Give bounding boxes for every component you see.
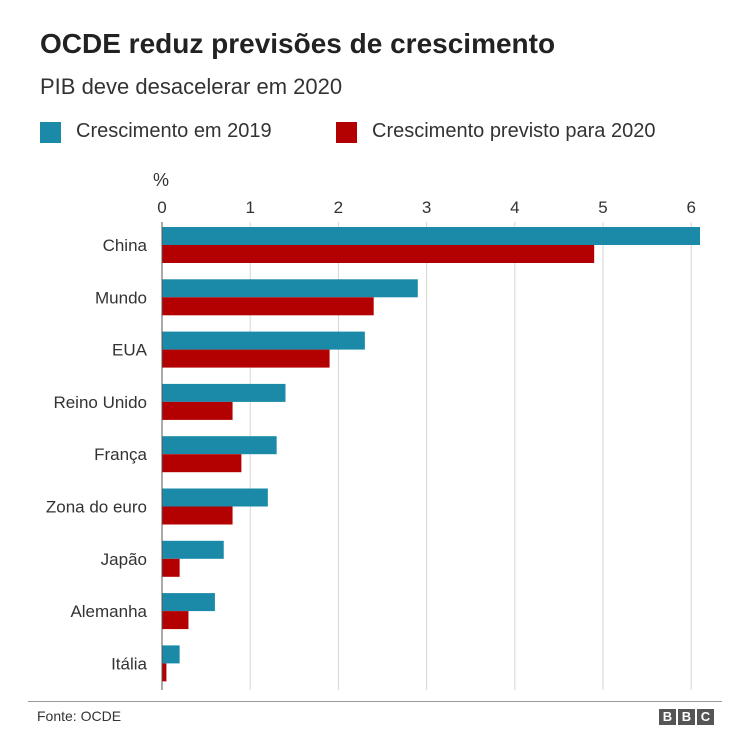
- x-tick-label: 6: [686, 198, 695, 217]
- bar-2019: [162, 540, 224, 559]
- x-tick-label: 4: [510, 198, 519, 217]
- legend-label-2019: Crescimento em 2019: [76, 120, 272, 142]
- chart-subtitle: PIB deve desacelerar em 2020: [40, 74, 343, 99]
- chart-title: OCDE reduz previsões de crescimento: [40, 28, 556, 59]
- logo-letter: B: [659, 709, 676, 725]
- bar-2020: [162, 506, 233, 525]
- category-label: Mundo: [95, 288, 147, 307]
- x-tick-label: 3: [422, 198, 431, 217]
- bar-2020: [162, 245, 595, 263]
- legend-swatch-2020: [336, 122, 357, 143]
- bar-2019: [162, 436, 277, 455]
- legend-label-2020: Crescimento previsto para 2020: [372, 120, 656, 142]
- logo-letter: B: [678, 709, 695, 725]
- category-label: França: [94, 445, 147, 464]
- category-label: EUA: [112, 341, 148, 360]
- category-label: China: [103, 236, 148, 255]
- bar-2020: [162, 349, 330, 368]
- unit-label: %: [153, 170, 169, 190]
- bar-2020: [162, 454, 242, 473]
- bar-2019: [162, 488, 268, 507]
- bar-2019: [162, 645, 180, 664]
- x-tick-label: 5: [598, 198, 607, 217]
- x-tick-label: 2: [334, 198, 343, 217]
- bar-chart: 0 1 2 3 4 5 6% China Mundo EUA Reino Unido França Zo…: [46, 170, 701, 690]
- bar-2020: [162, 297, 374, 316]
- bar-2019: [162, 227, 701, 245]
- bar-2019: [162, 331, 365, 350]
- category-label: Reino Unido: [53, 393, 147, 412]
- x-tick-label: 0: [157, 198, 166, 217]
- logo-letter: C: [697, 709, 714, 725]
- source-note: Fonte: OCDE: [37, 708, 122, 724]
- bar-2020: [162, 558, 180, 577]
- bar-2020: [162, 611, 189, 630]
- bar-2020: [162, 401, 233, 420]
- category-label: Alemanha: [70, 602, 147, 621]
- category-label: Itália: [111, 654, 147, 673]
- bar-2019: [162, 383, 286, 402]
- category-label: Zona do euro: [46, 498, 147, 517]
- bar-2020: [162, 663, 167, 682]
- category-label: Japão: [101, 550, 147, 569]
- bar-2019: [162, 593, 215, 612]
- bbc-logo: B B C: [659, 709, 714, 725]
- footer-divider: [28, 701, 722, 702]
- bar-2019: [162, 279, 418, 298]
- legend-swatch-2019: [40, 122, 61, 143]
- x-tick-label: 1: [245, 198, 254, 217]
